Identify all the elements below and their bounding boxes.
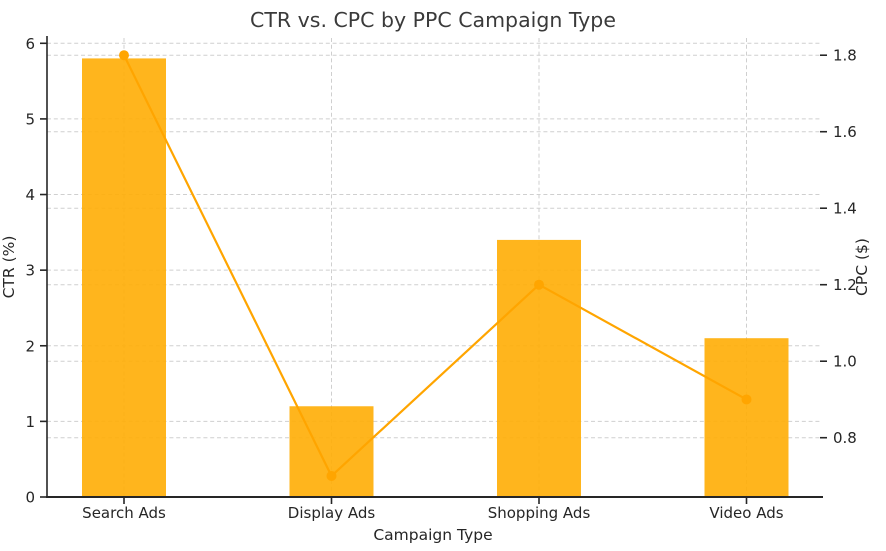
left-tick-label-2: 2 xyxy=(25,337,35,355)
right-tick-label-1.4: 1.4 xyxy=(833,200,857,218)
left-tick-label-3: 3 xyxy=(25,262,35,280)
x-tick-label-video-ads: Video Ads xyxy=(709,504,783,522)
right-tick-label-0.8: 0.8 xyxy=(833,429,857,447)
x-tick-label-display-ads: Display Ads xyxy=(288,504,376,522)
cpc-marker-video-ads xyxy=(741,394,752,405)
left-tick-label-4: 4 xyxy=(25,186,35,204)
x-tick-label-shopping-ads: Shopping Ads xyxy=(488,504,591,522)
x-tick-label-search-ads: Search Ads xyxy=(82,504,166,522)
cpc-marker-search-ads xyxy=(119,50,129,61)
cpc-marker-shopping-ads xyxy=(534,279,544,290)
ctr-bars-layer xyxy=(82,58,789,497)
left-tick-label-1: 1 xyxy=(25,413,35,431)
left-tick-label-0: 0 xyxy=(25,489,35,507)
right-tick-label-1.2: 1.2 xyxy=(833,276,857,294)
axis-ticks-layer xyxy=(40,42,827,504)
cpc-line-layer xyxy=(119,50,752,481)
ctr-bar-display-ads xyxy=(289,406,374,497)
left-tick-label-5: 5 xyxy=(25,110,35,128)
right-tick-label-1.8: 1.8 xyxy=(833,47,857,65)
ctr-bar-search-ads xyxy=(82,58,166,497)
right-tick-label-1.6: 1.6 xyxy=(833,123,857,141)
cpc-marker-display-ads xyxy=(326,470,337,481)
axes-spines-layer xyxy=(46,36,823,498)
right-tick-label-1.0: 1.0 xyxy=(833,353,857,371)
tick-labels-layer: 0 1 2 3 4 5 6 0.8 1.0 1.2 1.4 1.6 1.8 Search Ads Displ… xyxy=(25,35,856,522)
right-y-axis-title: CPC ($) xyxy=(853,238,871,296)
ctr-bar-shopping-ads xyxy=(497,239,581,497)
cpc-line xyxy=(123,54,748,478)
chart-title: CTR vs. CPC by PPC Campaign Type xyxy=(250,8,616,32)
left-y-axis-title: CTR (%) xyxy=(0,236,18,299)
left-tick-label-6: 6 xyxy=(25,35,35,53)
x-axis-title: Campaign Type xyxy=(373,526,492,544)
ctr-bar-video-ads xyxy=(704,338,789,497)
